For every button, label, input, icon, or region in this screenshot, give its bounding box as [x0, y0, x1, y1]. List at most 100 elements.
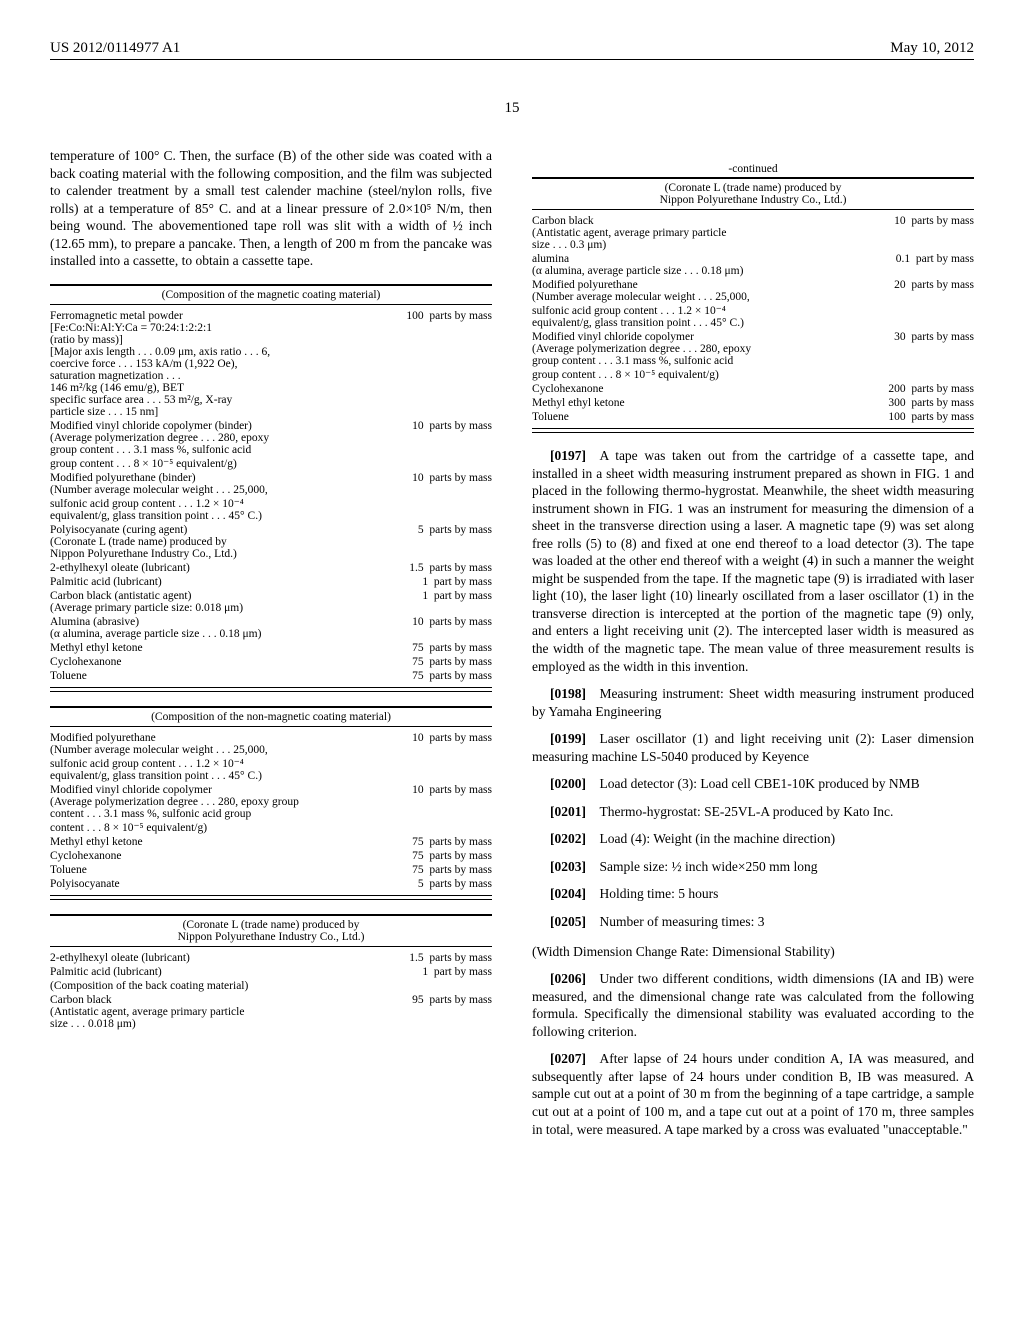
table-row: Methyl ethyl ketone75 parts by mass	[50, 641, 492, 655]
table-label: Palmitic acid (lubricant)	[50, 966, 400, 978]
paragraph-number: [0206]	[550, 971, 586, 986]
table-row: Polyisocyanate (curing agent) (Coronate …	[50, 523, 492, 561]
table-label: Modified vinyl chloride copolymer (Avera…	[50, 784, 396, 834]
table-label: Carbon black (Antistatic agent, average …	[50, 994, 396, 1030]
table-value: 1.5 parts by mass	[396, 562, 492, 574]
table-row: 2-ethylhexyl oleate (lubricant)1.5 parts…	[50, 561, 492, 575]
table-label: Modified vinyl chloride copolymer (Avera…	[532, 331, 878, 381]
table-row: Cyclohexanone75 parts by mass	[50, 655, 492, 669]
paragraph-text: Number of measuring times: 3	[586, 914, 764, 929]
table-value: 10 parts by mass	[396, 616, 492, 628]
section-heading: (Width Dimension Change Rate: Dimensiona…	[532, 943, 974, 961]
table-value: 10 parts by mass	[396, 784, 492, 796]
table-row: (Composition of the back coating materia…	[50, 979, 492, 993]
table-value: 1.5 parts by mass	[396, 952, 492, 964]
paragraph-text: Thermo-hygrostat: SE-25VL-A produced by …	[586, 804, 893, 819]
two-column-layout: temperature of 100° C. Then, the surface…	[50, 147, 974, 1142]
table-label: Cyclohexanone	[50, 850, 396, 862]
paragraph-number: [0203]	[550, 859, 586, 874]
table-row: Carbon black (Antistatic agent, average …	[532, 214, 974, 252]
paragraph-block-1: [0197] A tape was taken out from the car…	[532, 447, 974, 931]
table-value: 95 parts by mass	[396, 994, 492, 1006]
paragraph: [0199] Laser oscillator (1) and light re…	[532, 730, 974, 765]
table-row: Cyclohexanone75 parts by mass	[50, 849, 492, 863]
paragraph: [0201] Thermo-hygrostat: SE-25VL-A produ…	[532, 803, 974, 821]
table-row: Toluene75 parts by mass	[50, 863, 492, 877]
table-value: 1 part by mass	[400, 966, 492, 978]
table-row: alumina (α alumina, average particle siz…	[532, 252, 974, 278]
paragraph-text: Holding time: 5 hours	[586, 886, 718, 901]
paragraph-number: [0202]	[550, 831, 586, 846]
table-value: 10 parts by mass	[396, 420, 492, 432]
table-label: Polyisocyanate	[50, 878, 396, 890]
paragraph-number: [0200]	[550, 776, 586, 791]
paragraph-number: [0199]	[550, 731, 586, 746]
paragraph-text: Laser oscillator (1) and light receiving…	[532, 731, 974, 764]
table-row: Methyl ethyl ketone300 parts by mass	[532, 396, 974, 410]
paragraph-number: [0197]	[550, 448, 586, 463]
table-value: 5 parts by mass	[396, 878, 492, 890]
table-row: Cyclohexanone200 parts by mass	[532, 382, 974, 396]
table2-title: (Composition of the non-magnetic coating…	[50, 707, 492, 727]
page-number: 15	[50, 100, 974, 117]
paragraph: [0200] Load detector (3): Load cell CBE1…	[532, 775, 974, 793]
paragraph-text: Measuring instrument: Sheet width measur…	[532, 686, 974, 719]
table-magnetic-coating: (Composition of the magnetic coating mat…	[50, 284, 492, 692]
table-label: 2-ethylhexyl oleate (lubricant)	[50, 952, 396, 964]
table-value: 1 part by mass	[400, 590, 492, 602]
right-column: -continued (Coronate L (trade name) prod…	[532, 147, 974, 1142]
paragraph-text: Under two different conditions, width di…	[532, 971, 974, 1039]
table-row: Methyl ethyl ketone75 parts by mass	[50, 835, 492, 849]
paragraph-number: [0207]	[550, 1051, 586, 1066]
paragraph: [0203] Sample size: ½ inch wide×250 mm l…	[532, 858, 974, 876]
table-value: 0.1 part by mass	[882, 253, 974, 265]
header-pub-number: US 2012/0114977 A1	[50, 40, 180, 57]
table-label: Ferromagnetic metal powder [Fe:Co:Ni:Al:…	[50, 310, 396, 418]
table-row: 2-ethylhexyl oleate (lubricant)1.5 parts…	[50, 951, 492, 965]
table-label: Cyclohexanone	[532, 383, 878, 395]
paragraph: [0198] Measuring instrument: Sheet width…	[532, 685, 974, 720]
table-cont-title: (Coronate L (trade name) produced by Nip…	[532, 178, 974, 210]
table-label: Toluene	[532, 411, 878, 423]
paragraph-text: A tape was taken out from the cartridge …	[532, 448, 974, 674]
table-label: Palmitic acid (lubricant)	[50, 576, 400, 588]
table-value: 5 parts by mass	[396, 524, 492, 536]
continued-label: -continued	[532, 161, 974, 177]
table3-title: (Coronate L (trade name) produced by Nip…	[50, 915, 492, 947]
table-row: Alumina (abrasive) (α alumina, average p…	[50, 615, 492, 641]
table-label: Modified polyurethane (Number average mo…	[532, 279, 878, 329]
table-nonmagnetic-coating: (Composition of the non-magnetic coating…	[50, 706, 492, 900]
table-label: Modified polyurethane (Number average mo…	[50, 732, 396, 782]
table-label: Cyclohexanone	[50, 656, 396, 668]
table-row: Carbon black (antistatic agent) (Average…	[50, 589, 492, 615]
paragraph: [0197] A tape was taken out from the car…	[532, 447, 974, 675]
table-value: 100 parts by mass	[396, 310, 492, 322]
paragraph-text: Load detector (3): Load cell CBE1-10K pr…	[586, 776, 920, 791]
table-value: 30 parts by mass	[878, 331, 974, 343]
table-label: (Composition of the back coating materia…	[50, 980, 492, 992]
table-label: Modified vinyl chloride copolymer (binde…	[50, 420, 396, 470]
table-value: 200 parts by mass	[878, 383, 974, 395]
table-label: Methyl ethyl ketone	[50, 642, 396, 654]
paragraph-text: After lapse of 24 hours under condition …	[532, 1051, 974, 1136]
table-value: 10 parts by mass	[396, 732, 492, 744]
table-value: 20 parts by mass	[878, 279, 974, 291]
table-label: Methyl ethyl ketone	[50, 836, 396, 848]
table-value: 75 parts by mass	[396, 656, 492, 668]
table-row: Palmitic acid (lubricant)1 part by mass	[50, 575, 492, 589]
paragraph: [0206] Under two different conditions, w…	[532, 970, 974, 1040]
paragraph-number: [0204]	[550, 886, 586, 901]
table-label: Toluene	[50, 670, 396, 682]
paragraph: [0202] Load (4): Weight (in the machine …	[532, 830, 974, 848]
paragraph: [0207] After lapse of 24 hours under con…	[532, 1050, 974, 1138]
table-value: 300 parts by mass	[878, 397, 974, 409]
table-value: 10 parts by mass	[878, 215, 974, 227]
paragraph-number: [0198]	[550, 686, 586, 701]
table-label: Carbon black (antistatic agent) (Average…	[50, 590, 400, 614]
paragraph: [0205] Number of measuring times: 3	[532, 913, 974, 931]
table-row: Polyisocyanate5 parts by mass	[50, 877, 492, 891]
table-row: Toluene100 parts by mass	[532, 410, 974, 424]
table1-title: (Composition of the magnetic coating mat…	[50, 285, 492, 305]
table-row: Modified vinyl chloride copolymer (binde…	[50, 419, 492, 471]
table-value: 75 parts by mass	[396, 670, 492, 682]
